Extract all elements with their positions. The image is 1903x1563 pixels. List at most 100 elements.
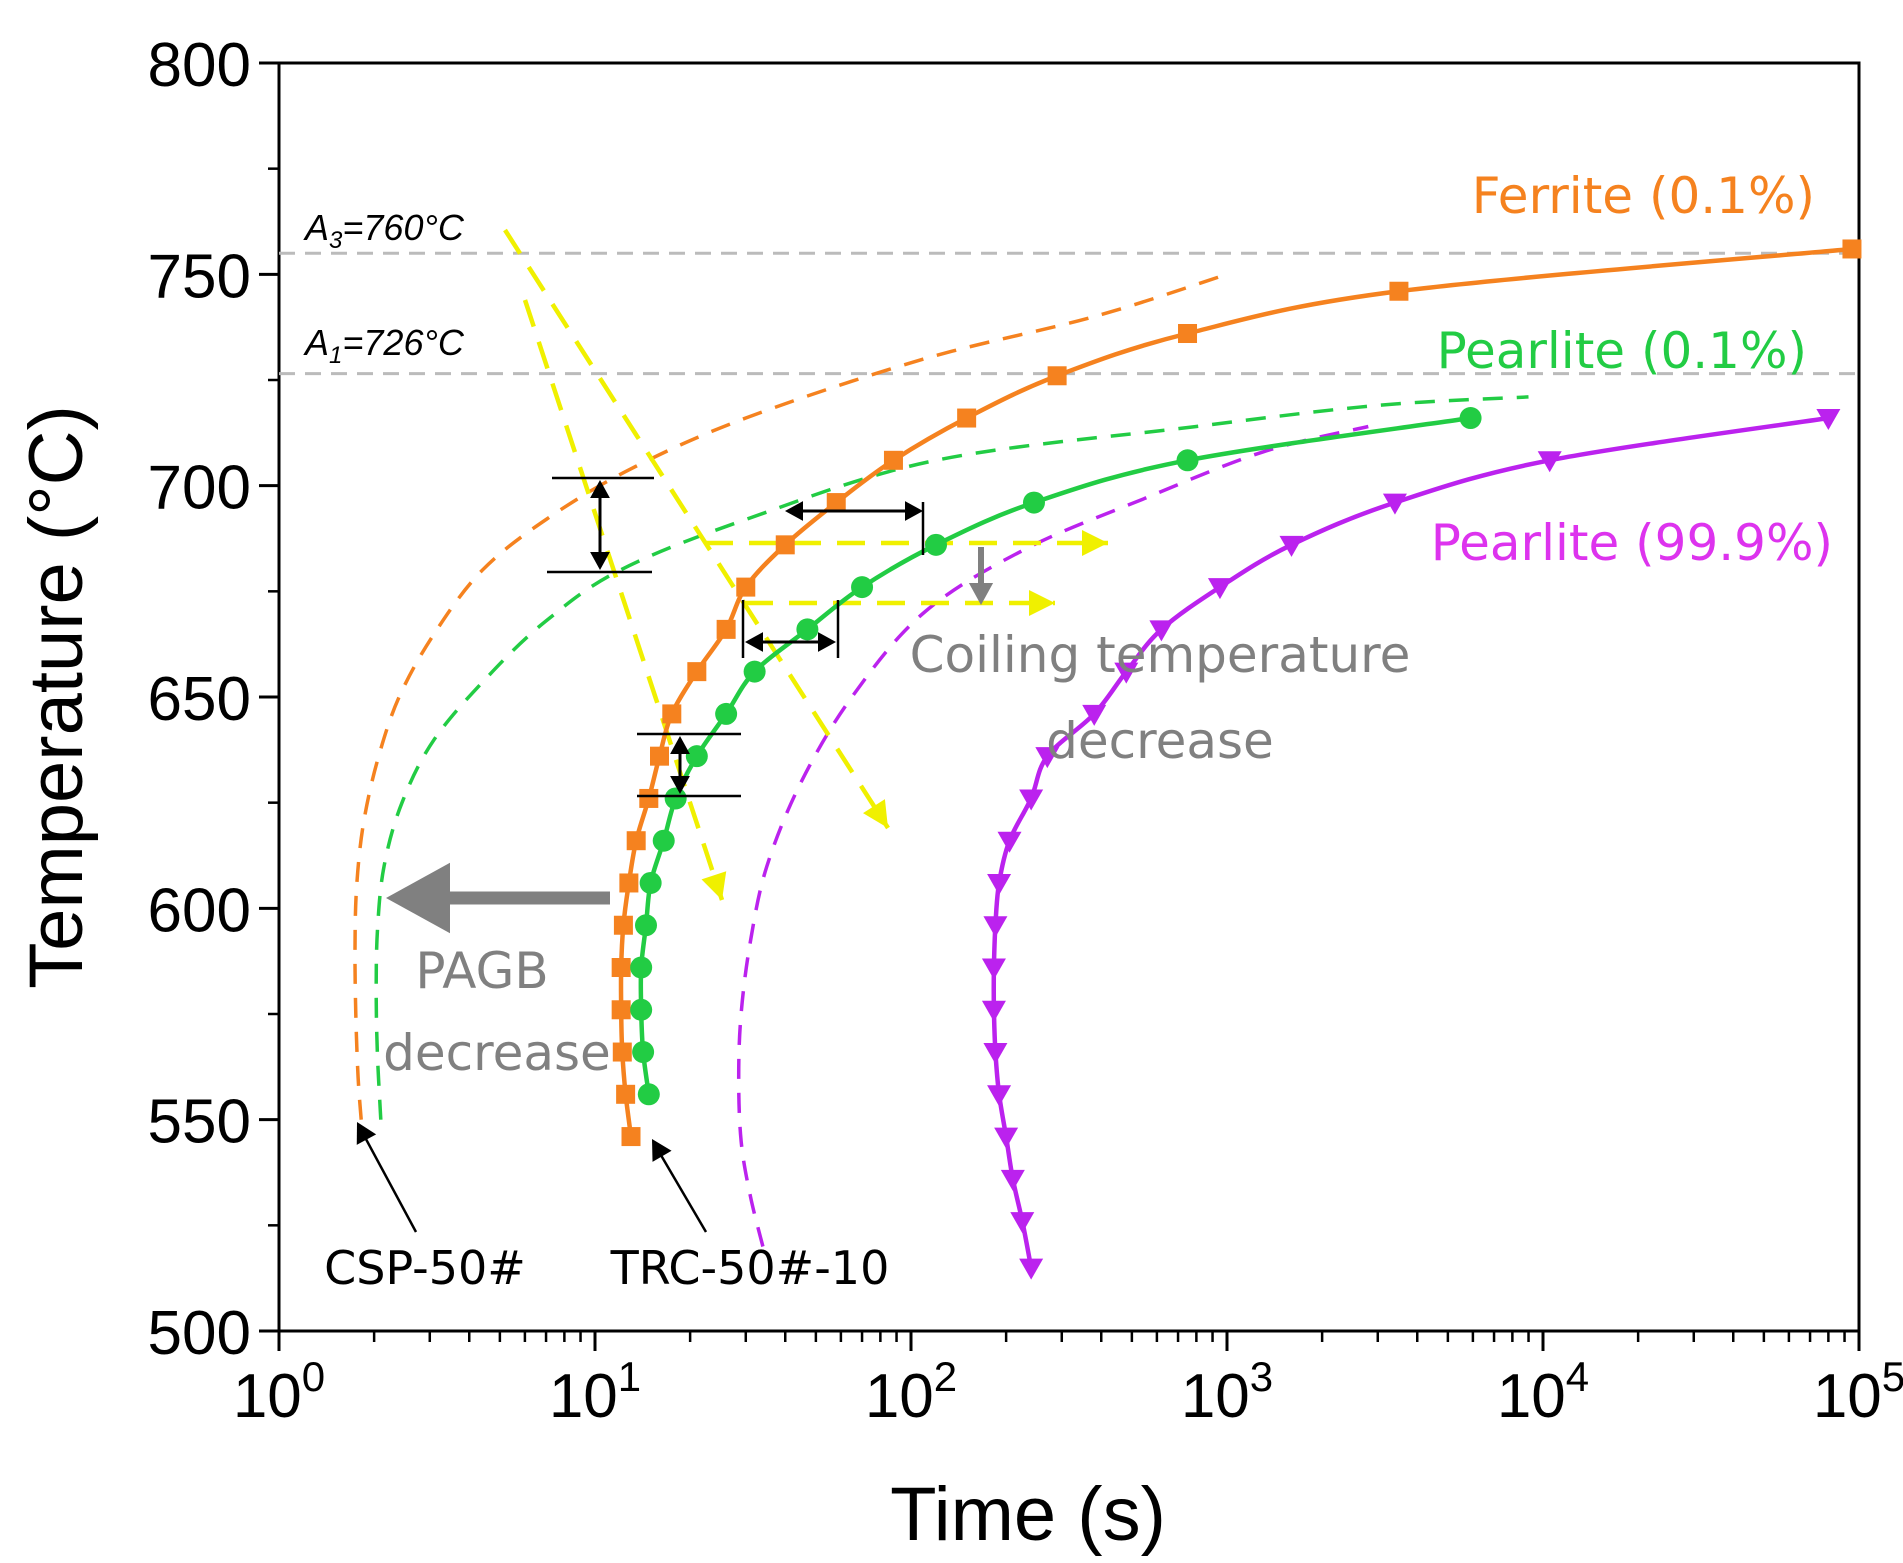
series-1-point-3 xyxy=(630,956,653,979)
pointer-trc-line xyxy=(653,1144,708,1233)
series-0-point-4 xyxy=(611,958,631,978)
y-tick-label-5: 750 xyxy=(148,242,251,311)
y-tick-label-1: 550 xyxy=(148,1088,251,1157)
series-1-point-2 xyxy=(630,998,653,1021)
series-2-point-17 xyxy=(1279,535,1304,557)
series-0-point-2 xyxy=(612,1042,632,1062)
x-tick-label-3: 103 xyxy=(1181,1353,1273,1431)
series-2-point-11 xyxy=(1019,789,1044,811)
series-2-point-5 xyxy=(983,1043,1008,1065)
series-2-point-3 xyxy=(994,1127,1019,1149)
label-pagb-line2: decrease xyxy=(383,1024,611,1082)
series-1-point-6 xyxy=(652,829,675,852)
series-1-point-11 xyxy=(796,618,819,641)
bracket-upper-arrow-head-top xyxy=(590,480,610,498)
series-2-point-10 xyxy=(997,831,1022,853)
series-2-point-8 xyxy=(983,916,1008,938)
series-2-point-15 xyxy=(1149,620,1174,642)
bracket-upper-arrow-head-bottom xyxy=(590,552,610,570)
a3-label: A3=760°C xyxy=(303,207,465,254)
series-0-point-5 xyxy=(613,915,633,935)
series-2-point-19 xyxy=(1537,451,1562,473)
series-1-point-12 xyxy=(851,576,874,599)
series-1-point-9 xyxy=(715,702,738,725)
series-0-point-6 xyxy=(619,873,639,893)
label-csp: CSP-50# xyxy=(324,1241,526,1295)
series-1-point-1 xyxy=(632,1041,655,1064)
dashed-curves xyxy=(353,272,1529,1247)
series-2-point-9 xyxy=(987,873,1012,895)
a1-label: A1=726°C xyxy=(303,322,465,369)
bracket-lower-arrow-head-bottom xyxy=(670,776,690,794)
series-1-point-14 xyxy=(1022,491,1045,514)
pointer-csp-head xyxy=(356,1122,377,1145)
series-0-point-19 xyxy=(1178,324,1198,344)
y-tick-label-4: 700 xyxy=(148,454,251,523)
series-2-point-7 xyxy=(981,958,1006,980)
yellow-arrow-long-head xyxy=(863,799,888,828)
series-0-point-21 xyxy=(1842,239,1862,259)
series-1-point-16 xyxy=(1459,407,1482,430)
dashed-curve-1 xyxy=(374,395,1529,1120)
yellow-arrow-lower-head xyxy=(1029,590,1055,616)
series-0-point-18 xyxy=(1047,366,1067,386)
series-1-point-7 xyxy=(664,787,687,810)
label-ferrite: Ferrite (0.1%) xyxy=(1472,167,1815,225)
hbracket-upper-arrow-head-right xyxy=(905,501,923,521)
label-pearlite-01: Pearlite (0.1%) xyxy=(1437,322,1807,380)
coiling-arrow-head xyxy=(968,583,994,605)
yellow-arrow-steep xyxy=(522,299,725,901)
y-tick-label-0: 500 xyxy=(148,1299,251,1368)
series-2-point-14 xyxy=(1114,662,1139,684)
label-coiling-line1: Coiling temperature xyxy=(910,626,1411,684)
series-2-point-12 xyxy=(1035,747,1060,769)
pointer-csp-line xyxy=(358,1127,418,1233)
y-tick-label-6: 800 xyxy=(148,31,251,100)
series-2-point-16 xyxy=(1207,578,1232,600)
series-1-point-15 xyxy=(1176,449,1199,472)
pointer-trc-head xyxy=(652,1139,672,1162)
hbracket-lower-arrow-head-right xyxy=(818,632,836,652)
series-1-point-5 xyxy=(639,871,662,894)
series-0-point-11 xyxy=(687,662,707,682)
hbracket-upper-arrow-head-left xyxy=(785,501,803,521)
series-2-point-20 xyxy=(1816,409,1841,431)
series-2-point-13 xyxy=(1082,704,1107,726)
yellow-arrow-upper-head xyxy=(1082,530,1108,556)
series-1-point-0 xyxy=(637,1083,660,1106)
y-tick-label-2: 600 xyxy=(148,876,251,945)
series-0-point-8 xyxy=(639,788,659,808)
x-tick-label-1: 101 xyxy=(549,1353,641,1431)
dashed-curve-0 xyxy=(353,272,1228,1120)
series-0-point-15 xyxy=(826,493,846,513)
label-trc: TRC-50#-10 xyxy=(610,1241,890,1295)
black-marks xyxy=(356,476,994,1233)
label-pagb-line1: PAGB xyxy=(415,942,548,1000)
series-line-0 xyxy=(618,246,1853,1137)
x-tick-label-4: 104 xyxy=(1497,1353,1589,1431)
yellow-arrow-steep-head xyxy=(701,871,727,900)
axes-ticks: 500 550 600 650 700 750 800 100 101 102 103 104 105 xyxy=(148,31,1903,1431)
y-axis-label: Temperature (°C) xyxy=(14,405,99,989)
x-tick-label-0: 100 xyxy=(233,1353,325,1431)
series-0-point-14 xyxy=(775,535,795,555)
hbracket-lower-arrow-head-left xyxy=(745,632,763,652)
series-0-point-20 xyxy=(1389,281,1409,301)
dashed-curve-2 xyxy=(736,424,1369,1247)
series-1-point-13 xyxy=(925,533,948,556)
series-1-point-4 xyxy=(634,914,657,937)
x-tick-label-2: 102 xyxy=(865,1353,957,1431)
series-2-point-6 xyxy=(981,1000,1006,1022)
series-0-point-12 xyxy=(716,619,736,639)
label-pearlite-999: Pearlite (99.9%) xyxy=(1431,514,1833,572)
yellow-arrows xyxy=(503,228,1108,901)
series-1-point-8 xyxy=(685,745,708,768)
series-1-point-10 xyxy=(743,660,766,683)
series-0-point-7 xyxy=(626,831,646,851)
series-2-point-4 xyxy=(987,1085,1012,1107)
series-0-point-3 xyxy=(611,1000,631,1020)
series-0-point-13 xyxy=(736,577,756,597)
series-2-point-18 xyxy=(1382,493,1407,515)
series-2-point-2 xyxy=(1000,1169,1025,1191)
